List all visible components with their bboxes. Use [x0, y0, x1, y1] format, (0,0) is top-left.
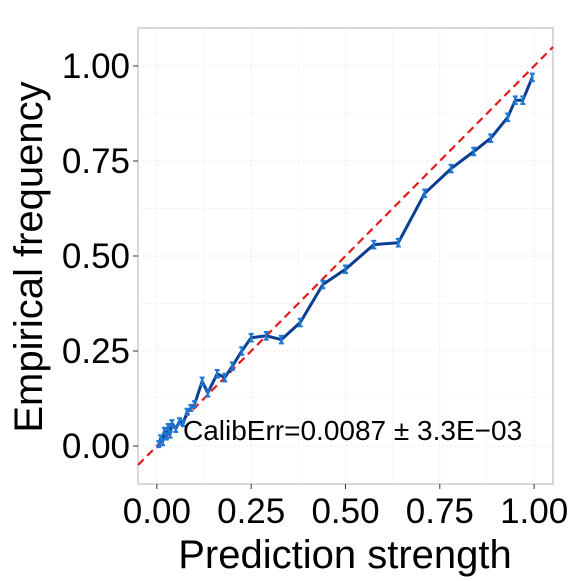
data-point-errorbar: [488, 133, 494, 143]
grid-lines: [138, 28, 553, 484]
data-point-errorbar: [173, 424, 179, 433]
data-point-errorbar: [320, 279, 326, 290]
data-point-errorbar: [165, 422, 171, 432]
y-tick-label: 0.00: [62, 427, 130, 466]
data-point-errorbar: [192, 400, 198, 409]
data-point-errorbar: [184, 407, 190, 416]
data-point-errorbar: [214, 369, 220, 379]
series-layer: [156, 72, 535, 449]
data-point-errorbar: [163, 432, 169, 441]
data-point-errorbar: [263, 331, 269, 341]
data-point-errorbar: [239, 346, 245, 356]
data-point-errorbar: [512, 95, 518, 105]
tick-layer: 0.00 0.25 0.50 0.75 1.00 0.00 0.25 0.50 0.75 1.00: [62, 47, 568, 531]
data-point-errorbar: [520, 95, 526, 105]
x-tick-label: 0.00: [123, 492, 191, 531]
data-point-errorbar: [448, 163, 454, 174]
x-tick-label: 1.00: [500, 492, 568, 531]
data-point-errorbar: [177, 417, 182, 426]
calibration-annotation: CalibErr=0.0087 ± 3.3E−03: [183, 415, 522, 446]
data-point-errorbar: [395, 237, 401, 248]
x-tick-label: 0.75: [406, 492, 474, 531]
x-tick-label: 0.25: [217, 492, 285, 531]
y-tick-label: 0.75: [62, 142, 130, 181]
data-point-errorbar: [222, 372, 228, 383]
data-point-errorbar: [167, 430, 173, 439]
data-point-errorbar: [529, 72, 535, 83]
x-tick-label: 0.50: [311, 492, 379, 531]
y-tick-label: 0.50: [62, 237, 130, 276]
y-axis-title: Empirical frequency: [7, 81, 51, 432]
x-axis-title: Prediction strength: [178, 533, 512, 577]
data-point-errorbar: [297, 317, 303, 328]
data-point-errorbar: [199, 376, 205, 387]
data-point-errorbar: [229, 361, 235, 371]
data-point-errorbar: [471, 146, 477, 157]
data-point-errorbar: [505, 112, 511, 123]
data-point-errorbar: [248, 332, 254, 343]
data-point-errorbar: [188, 403, 194, 413]
y-tick-label: 1.00: [62, 47, 130, 86]
y-tick-label: 0.25: [62, 332, 130, 371]
data-point-errorbar: [180, 419, 186, 428]
data-point-errorbar: [371, 239, 377, 250]
data-point-errorbar: [343, 264, 348, 275]
data-point-errorbar: [422, 188, 428, 199]
data-point-errorbar: [205, 388, 211, 398]
data-point-errorbar: [278, 334, 284, 345]
